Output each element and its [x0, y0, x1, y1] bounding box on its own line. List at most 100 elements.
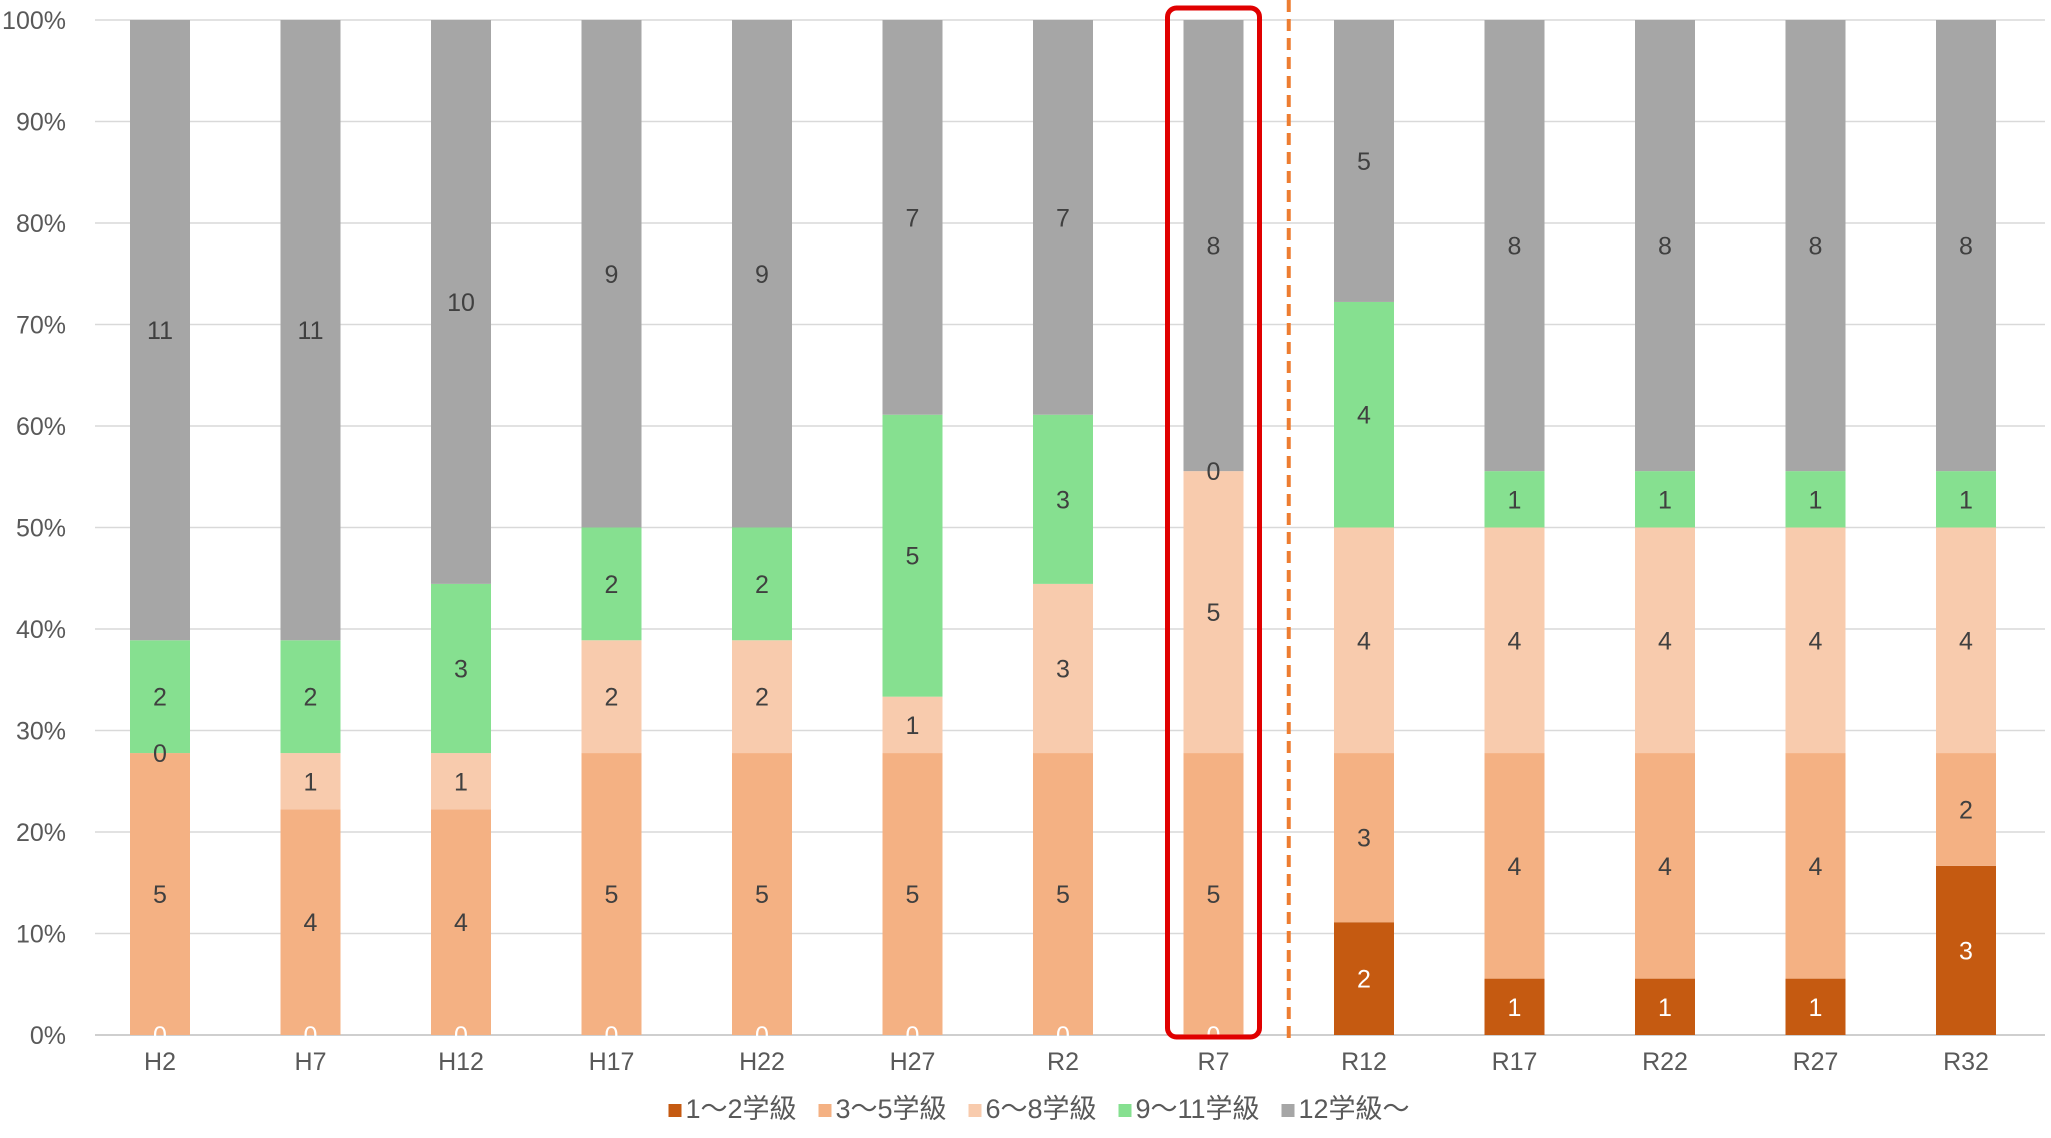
data-label: 3	[1056, 655, 1070, 683]
bar-segment-r32-s2	[1936, 527, 1996, 754]
legend-swatch	[968, 1104, 982, 1117]
data-label: 5	[906, 543, 920, 571]
data-label: 3	[454, 655, 468, 683]
data-label: 1	[1809, 994, 1823, 1022]
legend-swatch	[818, 1104, 832, 1117]
data-label: 3	[1357, 825, 1371, 853]
x-tick-label: H27	[890, 1048, 936, 1076]
data-label: 2	[755, 684, 769, 712]
y-tick-label: 90%	[16, 109, 66, 137]
bar-segment-r12-s1	[1334, 753, 1394, 923]
data-label: 0	[153, 740, 167, 768]
bar-segment-h22-s2	[732, 640, 792, 754]
bar-segment-h27-s4	[882, 20, 943, 415]
bar-segment-h22-s3	[732, 527, 792, 641]
data-label: 1	[1959, 486, 1973, 514]
data-label: 5	[1056, 881, 1070, 909]
x-tick-label: R27	[1793, 1048, 1839, 1076]
data-label: 4	[1809, 853, 1823, 881]
bar-segment-r12-s2	[1334, 527, 1394, 754]
x-tick-label: R7	[1198, 1048, 1230, 1076]
bar-segment-r32-s1	[1936, 753, 1996, 866]
bar-segment-h12-s4	[431, 20, 491, 584]
legend-swatch	[1281, 1104, 1295, 1117]
data-label: 2	[1959, 796, 1973, 824]
bar-segment-r27-s2	[1785, 527, 1846, 754]
x-tick-label: H2	[144, 1048, 176, 1076]
bar-segment-r17-s3	[1484, 471, 1545, 528]
bar-segment-h7-s4	[280, 20, 341, 641]
x-tick-label: R2	[1047, 1048, 1079, 1076]
data-label: 4	[1508, 853, 1522, 881]
x-tick-label: H22	[739, 1048, 785, 1076]
bar-segment-h2-s1	[130, 753, 190, 1035]
legend-label: 3～5学級	[836, 1094, 947, 1124]
bar-segment-r17-s2	[1484, 527, 1545, 754]
data-label: 4	[1357, 627, 1371, 655]
data-label: 3	[1056, 486, 1070, 514]
data-label: 1	[1658, 994, 1672, 1022]
bar-segment-h12-s1	[431, 809, 491, 1035]
legend-label: 6～8学級	[986, 1094, 1097, 1124]
data-label: 0	[906, 1022, 920, 1050]
x-tick-label: R22	[1642, 1048, 1688, 1076]
bar-segment-h27-s1	[882, 753, 943, 1035]
bar-segment-r7-s2	[1183, 471, 1244, 754]
highlight-box	[1165, 5, 1262, 1040]
y-tick-label: 20%	[16, 819, 66, 847]
legend-swatch	[668, 1104, 682, 1117]
data-label: 2	[1357, 966, 1371, 994]
bar-segment-r32-s4	[1936, 20, 1996, 472]
legend-label: 9～11学級	[1136, 1094, 1260, 1124]
y-tick-label: 40%	[16, 616, 66, 644]
bar-segment-h27-s3	[882, 414, 943, 697]
data-label: 5	[153, 881, 167, 909]
data-label: 4	[1809, 627, 1823, 655]
y-tick-label: 80%	[16, 210, 66, 238]
bar-segment-h12-s3	[431, 583, 491, 754]
x-tick-label: H12	[438, 1048, 484, 1076]
bar-segment-r7-s1	[1183, 753, 1244, 1035]
bar-segment-h17-s2	[581, 640, 642, 754]
data-label: 1	[906, 712, 920, 740]
bar-segment-r22-s1	[1635, 753, 1695, 979]
bar-segment-r17-s4	[1484, 20, 1545, 472]
data-label: 5	[1207, 881, 1221, 909]
bar-segment-r32-s0	[1936, 865, 1996, 1035]
bar-segment-r27-s4	[1785, 20, 1846, 472]
data-label: 2	[153, 684, 167, 712]
bar-segment-h22-s1	[732, 753, 792, 1035]
legend-label: 1～2学級	[686, 1094, 797, 1124]
bar-segment-r22-s3	[1635, 471, 1695, 528]
data-label: 4	[1508, 627, 1522, 655]
y-tick-label: 70%	[16, 312, 66, 340]
data-label: 5	[906, 881, 920, 909]
data-label: 8	[1809, 233, 1823, 261]
y-tick-label: 30%	[16, 718, 66, 746]
data-label: 2	[304, 684, 318, 712]
data-label: 4	[1658, 627, 1672, 655]
bar-segment-h2-s3	[130, 640, 190, 754]
data-label: 0	[1207, 458, 1221, 486]
bar-segment-h12-s2	[431, 753, 491, 810]
y-tick-label: 50%	[16, 515, 66, 543]
data-label: 2	[605, 684, 619, 712]
data-label: 8	[1658, 233, 1672, 261]
y-tick-label: 10%	[16, 921, 66, 949]
data-label: 7	[906, 204, 920, 232]
bar-segment-h7-s3	[280, 640, 341, 754]
bar-segment-r17-s1	[1484, 753, 1545, 979]
x-tick-label: R32	[1943, 1048, 1989, 1076]
bar-segment-r2-s2	[1033, 583, 1093, 754]
legend-label: 12学級～	[1299, 1094, 1410, 1124]
legend-swatch	[1118, 1104, 1132, 1117]
data-label: 4	[454, 909, 468, 937]
data-label: 8	[1508, 233, 1522, 261]
data-label: 11	[298, 317, 324, 345]
data-label: 1	[454, 768, 468, 796]
bar-segment-r22-s2	[1635, 527, 1695, 754]
y-tick-label: 100%	[2, 7, 66, 35]
x-tick-label: R17	[1492, 1048, 1538, 1076]
data-label: 1	[1809, 486, 1823, 514]
